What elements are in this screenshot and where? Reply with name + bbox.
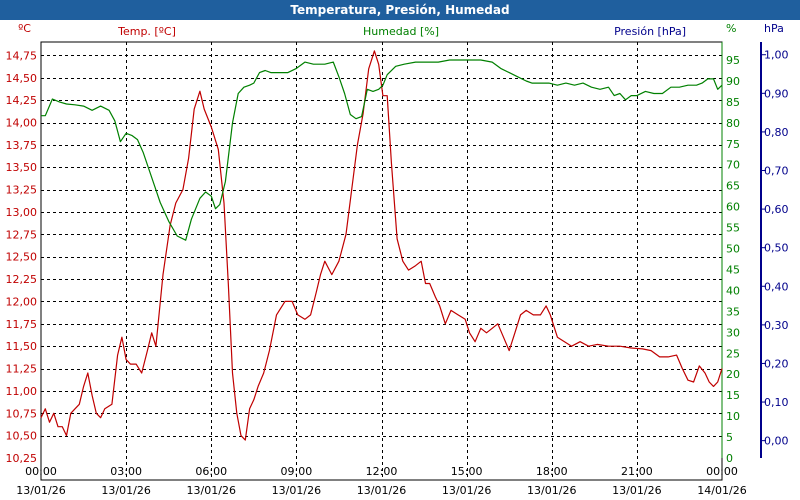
window-title: Temperatura, Presión, Humedad xyxy=(0,0,800,20)
temp-tick-label: 13,00 xyxy=(6,206,38,219)
pressure-tick-label: 0,70 xyxy=(764,165,789,178)
temp-tick-label: 10,50 xyxy=(6,430,38,443)
pressure-tick-label: 0,50 xyxy=(764,242,789,255)
x-tick-time: 00:00 xyxy=(706,465,738,478)
temp-unit-label: ºC xyxy=(18,22,31,35)
x-tick-date: 13/01/26 xyxy=(101,484,150,497)
temp-tick-label: 13,50 xyxy=(6,161,38,174)
grid xyxy=(41,42,722,480)
humidity-tick-label: 75 xyxy=(726,138,740,151)
x-tick-time: 09:00 xyxy=(281,465,313,478)
pressure-tick-label: 0,00 xyxy=(764,435,789,448)
pressure-tick-label: 0,80 xyxy=(764,126,789,139)
temp-tick-label: 12,75 xyxy=(6,228,38,241)
x-tick-time: 21:00 xyxy=(621,465,653,478)
x-tick-date: 14/01/26 xyxy=(697,484,746,497)
humidity-tick-label: 35 xyxy=(726,305,740,318)
plot-frame xyxy=(40,41,723,481)
humidity-tick-label: 30 xyxy=(726,326,740,339)
humidity-tick-label: 65 xyxy=(726,180,740,193)
humidity-tick-label: 20 xyxy=(726,368,740,381)
temp-tick-label: 13,25 xyxy=(6,184,38,197)
temp-tick-label: 14,75 xyxy=(6,49,38,62)
humidity-tick-label: 85 xyxy=(726,96,740,109)
series-line-temp xyxy=(40,50,723,441)
humidity-tick-label: 40 xyxy=(726,284,740,297)
x-tick-time: 15:00 xyxy=(451,465,483,478)
temp-tick-label: 13,75 xyxy=(6,139,38,152)
humidity-tick-label: 45 xyxy=(726,263,740,276)
series-line-humidity xyxy=(41,59,723,241)
x-tick-time: 18:00 xyxy=(536,465,568,478)
x-tick-date: 13/01/26 xyxy=(272,484,321,497)
temp-tick-label: 10,25 xyxy=(6,452,38,465)
pressure-tick-label: 0,40 xyxy=(764,280,789,293)
temp-tick-label: 11,00 xyxy=(6,385,38,398)
temp-axis-title: Temp. [ºC] xyxy=(117,25,176,38)
x-tick-date: 13/01/26 xyxy=(442,484,491,497)
humidity-tick-label: 10 xyxy=(726,410,740,423)
series xyxy=(40,50,723,441)
x-tick-time: 03:00 xyxy=(110,465,142,478)
pressure-tick-label: 0,60 xyxy=(764,203,789,216)
humidity-tick-label: 90 xyxy=(726,75,740,88)
temp-tick-label: 12,25 xyxy=(6,273,38,286)
temp-tick-label: 14,25 xyxy=(6,94,38,107)
humidity-tick-label: 60 xyxy=(726,201,740,214)
x-tick-date: 13/01/26 xyxy=(612,484,661,497)
temp-tick-label: 11,25 xyxy=(6,363,38,376)
x-tick-date: 13/01/26 xyxy=(357,484,406,497)
humidity-tick-label: 95 xyxy=(726,54,740,67)
pressure-unit-label: hPa xyxy=(764,22,784,35)
humidity-tick-label: 80 xyxy=(726,117,740,130)
x-tick-date: 13/01/26 xyxy=(16,484,65,497)
humidity-tick-label: 55 xyxy=(726,222,740,235)
humidity-tick-label: 5 xyxy=(726,431,733,444)
pressure-tick-label: 0,20 xyxy=(764,357,789,370)
x-tick-time: 06:00 xyxy=(195,465,227,478)
line-chart: 10,25 10,50 10,75 11,00 11,25 11,50 11,75 12,00… xyxy=(6,22,789,497)
temp-tick-label: 14,00 xyxy=(6,117,38,130)
pressure-tick-label: 0,90 xyxy=(764,87,789,100)
humidity-tick-label: 15 xyxy=(726,389,740,402)
humidity-tick-label: 0 xyxy=(726,452,733,465)
x-tick-time: 12:00 xyxy=(366,465,398,478)
x-tick-date: 13/01/26 xyxy=(187,484,236,497)
temp-tick-label: 11,75 xyxy=(6,318,38,331)
pressure-axis-title: Presión [hPa] xyxy=(614,25,686,38)
pressure-tick-label: 1,00 xyxy=(764,49,789,62)
temp-tick-label: 10,75 xyxy=(6,407,38,420)
humidity-tick-label: 70 xyxy=(726,159,740,172)
x-tick-date: 13/01/26 xyxy=(527,484,576,497)
temp-tick-label: 12,00 xyxy=(6,295,38,308)
x-tick-time: 00:00 xyxy=(25,465,57,478)
humidity-axis-title: Humedad [%] xyxy=(363,25,439,38)
temp-tick-label: 14,50 xyxy=(6,72,38,85)
pressure-tick-label: 0,30 xyxy=(764,319,789,332)
temp-tick-label: 11,50 xyxy=(6,340,38,353)
axis-labels: 10,25 10,50 10,75 11,00 11,25 11,50 11,75 12,00… xyxy=(6,22,789,497)
humidity-tick-label: 25 xyxy=(726,347,740,360)
humidity-tick-label: 50 xyxy=(726,243,740,256)
pressure-tick-label: 0,10 xyxy=(764,396,789,409)
temp-tick-label: 12,50 xyxy=(6,251,38,264)
humidity-unit-label: % xyxy=(726,22,736,35)
